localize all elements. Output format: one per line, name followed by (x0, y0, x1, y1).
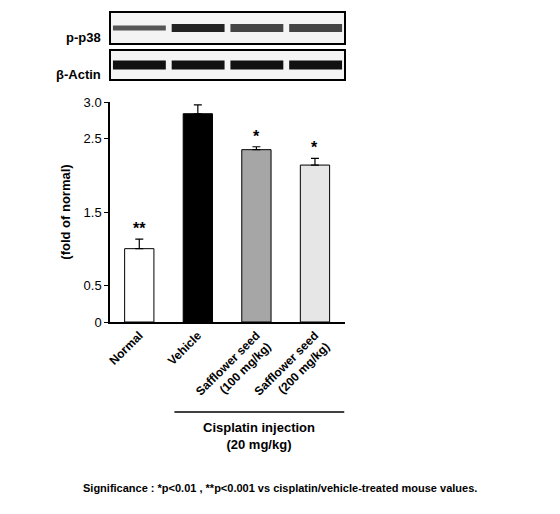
svg-text:(fold of normal): (fold of normal) (58, 164, 73, 259)
svg-text:Safflower seed(200 mg/kg): Safflower seed(200 mg/kg) (252, 329, 333, 410)
svg-text:**: ** (133, 220, 146, 237)
svg-text:2.5: 2.5 (84, 131, 102, 146)
svg-text:*: * (311, 139, 318, 156)
svg-text:β-Actin: β-Actin (56, 67, 101, 82)
svg-text:0: 0 (94, 315, 101, 330)
svg-text:Safflower seed(100 mg/kg): Safflower seed(100 mg/kg) (193, 329, 274, 410)
svg-text:*: * (253, 128, 260, 145)
svg-text:3.0: 3.0 (84, 95, 102, 110)
svg-text:Vehicle: Vehicle (165, 328, 204, 367)
svg-text:Cisplatin injection(20 mg/kg): Cisplatin injection(20 mg/kg) (203, 420, 315, 452)
svg-text:p-p38: p-p38 (66, 30, 101, 45)
svg-text:Normal: Normal (107, 329, 146, 368)
svg-text:0.5: 0.5 (84, 278, 102, 293)
svg-text:Significance : *p<0.01 , **p<0: Significance : *p<0.01 , **p<0.001 vs ci… (83, 482, 477, 494)
svg-text:1.5: 1.5 (84, 205, 102, 220)
